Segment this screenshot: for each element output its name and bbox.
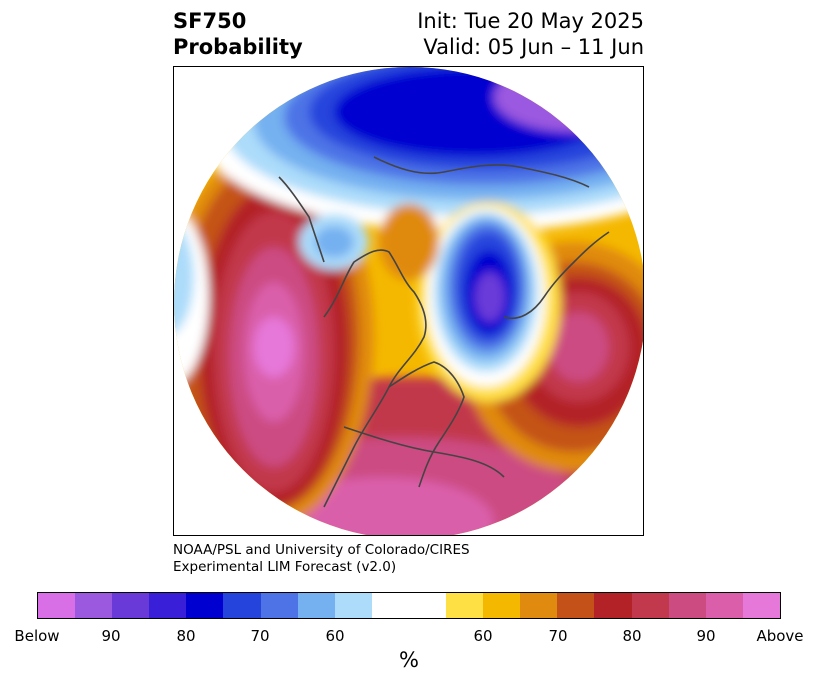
- colorbar-label-below: Below: [14, 627, 60, 645]
- colorbar-segment: [38, 593, 76, 618]
- arctic-cool-5: [334, 67, 614, 157]
- colorbar-label-70-above: 70: [548, 627, 568, 645]
- alaska-coast: [278, 176, 325, 263]
- forecast-map: [173, 66, 644, 536]
- colorbar-segment: [334, 593, 372, 618]
- colorbar-label-80-below: 80: [176, 627, 196, 645]
- us-border: [343, 426, 505, 478]
- colorbar-segment: [705, 593, 743, 618]
- map-title-block: SF750 Probability: [173, 8, 303, 60]
- colorbar-segment: [742, 593, 780, 618]
- credit-block: NOAA/PSL and University of Colorado/CIRE…: [173, 542, 470, 576]
- hudson-coast: [388, 361, 465, 488]
- credit-line-1: NOAA/PSL and University of Colorado/CIRE…: [173, 542, 470, 558]
- colorbar-segment: [186, 593, 224, 618]
- colorbar-segment: [668, 593, 706, 618]
- colorbar-label-60-below: 60: [325, 627, 345, 645]
- variable-title: SF750: [173, 9, 247, 33]
- colorbar-label-60-above: 60: [473, 627, 493, 645]
- date-block: Init: Tue 20 May 2025 Valid: 05 Jun – 11…: [417, 8, 644, 60]
- colorbar-segment: [75, 593, 113, 618]
- colorbar-segment: [631, 593, 669, 618]
- colorbar-segment: [408, 593, 447, 618]
- colorbar-segment: [149, 593, 187, 618]
- central-warm-patch: [379, 204, 439, 280]
- colorbar-segment: [371, 593, 409, 618]
- greenland-coast: [503, 231, 610, 319]
- colorbar-label-above: Above: [756, 627, 804, 645]
- colorbar-segment: [112, 593, 150, 618]
- arctic-coast: [373, 156, 590, 188]
- colorbar-label-70-below: 70: [250, 627, 270, 645]
- map-svg: [174, 67, 643, 535]
- colorbar-label-90-above: 90: [696, 627, 716, 645]
- na-west-coast: [323, 249, 427, 508]
- subtitle: Probability: [173, 35, 303, 59]
- init-date: Init: Tue 20 May 2025: [417, 9, 644, 33]
- west-blue-core: [314, 226, 354, 258]
- coastlines: [278, 156, 610, 508]
- credit-line-2: Experimental LIM Forecast (v2.0): [173, 559, 397, 575]
- colorbar-label-80-above: 80: [622, 627, 642, 645]
- colorbar-segment: [260, 593, 298, 618]
- pacific-anomaly-peak: [254, 317, 294, 377]
- colorbar-unit: %: [399, 648, 419, 672]
- colorbar-segment: [223, 593, 261, 618]
- central-low-peak: [475, 272, 505, 322]
- colorbar-label-90-below: 90: [101, 627, 121, 645]
- valid-range: Valid: 05 Jun – 11 Jun: [423, 35, 644, 59]
- colorbar-segment: [557, 593, 595, 618]
- colorbar-segment: [446, 593, 484, 618]
- colorbar-segment: [483, 593, 521, 618]
- atlantic-anomaly-peak: [549, 312, 609, 382]
- colorbar-segment: [594, 593, 632, 618]
- colorbar-segment: [297, 593, 335, 618]
- south-anomaly-peak: [274, 477, 494, 535]
- colorbar: [37, 592, 781, 619]
- colorbar-segment: [520, 593, 558, 618]
